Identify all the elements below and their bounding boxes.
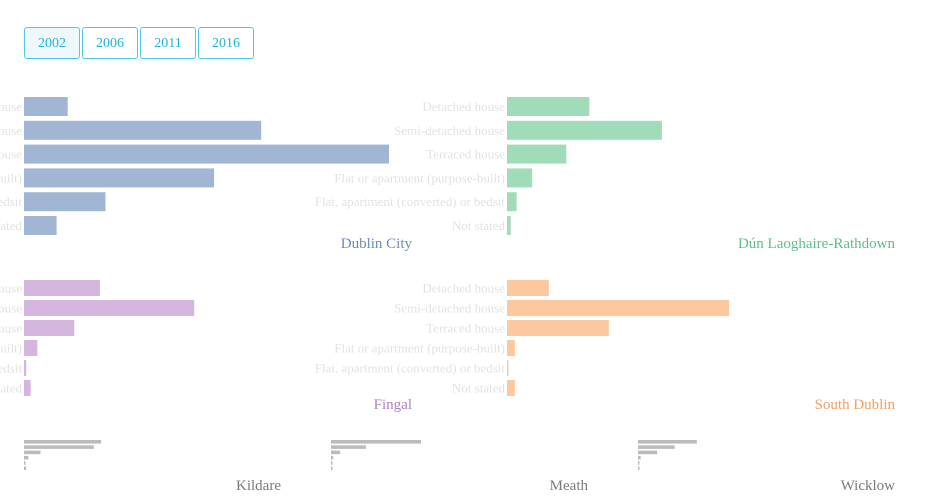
bar-meath-terraced-house: [331, 450, 341, 455]
panel-label-wicklow: Wicklow: [841, 478, 896, 494]
bar-dun-laoghaire-rathdown-flat-apartment-converted-or-bedsit: [507, 192, 517, 212]
category-label-south-dublin-not-stated: Not stated: [452, 381, 506, 396]
bar-wicklow-flat-or-apartment-purpose-built: [638, 455, 641, 460]
bar-south-dublin-not-stated: [507, 380, 515, 396]
bar-meath-semi-detached-house: [331, 445, 366, 449]
bar-south-dublin-detached-house: [507, 280, 549, 296]
category-label-fingal-flat-or-apartment-purpose-built: Flat or apartment (purpose-built): [0, 341, 22, 356]
bar-dublin-city-terraced-house: [24, 144, 389, 164]
category-label-dun-laoghaire-rathdown-flat-or-apartment-purpose-built: Flat or apartment (purpose-built): [334, 170, 505, 185]
bar-wicklow-flat-apartment-converted-or-bedsit: [638, 461, 640, 465]
year-button-2002[interactable]: 2002: [24, 27, 80, 59]
category-label-dublin-city-terraced-house: Terraced house: [0, 147, 22, 162]
bar-dublin-city-semi-detached-house: [24, 120, 262, 140]
panel-label-meath: Meath: [550, 478, 589, 494]
bar-meath-flat-apartment-converted-or-bedsit: [331, 461, 333, 465]
category-label-south-dublin-semi-detached-house: Semi-detached house: [394, 301, 505, 316]
bar-dun-laoghaire-rathdown-detached-house: [507, 97, 590, 116]
bar-fingal-detached-house: [24, 280, 100, 296]
category-label-fingal-semi-detached-house: Semi-detached house: [0, 301, 22, 316]
category-label-fingal-detached-house: Detached house: [0, 281, 22, 296]
bar-kildare-flat-or-apartment-purpose-built: [24, 455, 29, 460]
bar-dublin-city-not-stated: [24, 216, 57, 235]
year-button-2006[interactable]: 2006: [82, 27, 138, 59]
category-label-dun-laoghaire-rathdown-terraced-house: Terraced house: [426, 147, 505, 162]
bar-dun-laoghaire-rathdown-not-stated: [507, 216, 511, 235]
category-label-south-dublin-flat-or-apartment-purpose-built: Flat or apartment (purpose-built): [334, 341, 505, 356]
category-label-south-dublin-flat-apartment-converted-or-bedsit: Flat, apartment (converted) or bedsit: [315, 361, 506, 376]
bar-wicklow-detached-house: [638, 440, 697, 444]
bar-wicklow-not-stated: [638, 466, 640, 471]
bar-dun-laoghaire-rathdown-flat-or-apartment-purpose-built: [507, 168, 533, 188]
bar-fingal-semi-detached-house: [24, 300, 195, 316]
bar-kildare-flat-apartment-converted-or-bedsit: [24, 461, 26, 465]
bar-fingal-not-stated: [24, 380, 31, 396]
bar-kildare-semi-detached-house: [24, 445, 94, 449]
bar-kildare-not-stated: [24, 466, 27, 471]
bar-south-dublin-terraced-house: [507, 320, 609, 336]
bar-dublin-city-flat-apartment-converted-or-bedsit: [24, 192, 106, 212]
bar-south-dublin-flat-apartment-converted-or-bedsit: [507, 360, 509, 376]
panel-label-south-dublin: South Dublin: [815, 397, 896, 413]
bar-south-dublin-semi-detached-house: [507, 300, 729, 316]
panel-label-dun-laoghaire-rathdown: Dún Laoghaire-Rathdown: [738, 236, 896, 252]
panel-label-fingal: Fingal: [374, 397, 412, 413]
category-label-dublin-city-flat-apartment-converted-or-bedsit: Flat, apartment (converted) or bedsit: [0, 194, 22, 209]
category-label-dun-laoghaire-rathdown-not-stated: Not stated: [452, 218, 506, 233]
bar-dun-laoghaire-rathdown-semi-detached-house: [507, 120, 662, 140]
bar-wicklow-semi-detached-house: [638, 445, 675, 449]
year-button-2011[interactable]: 2011: [140, 27, 196, 59]
category-label-dublin-city-detached-house: Detached house: [0, 99, 22, 114]
bar-kildare-detached-house: [24, 440, 102, 444]
category-label-south-dublin-detached-house: Detached house: [422, 281, 505, 296]
bar-wicklow-terraced-house: [638, 450, 658, 455]
category-label-dublin-city-not-stated: Not stated: [0, 218, 22, 233]
bar-dublin-city-flat-or-apartment-purpose-built: [24, 168, 215, 188]
category-label-dublin-city-semi-detached-house: Semi-detached house: [0, 123, 22, 138]
category-label-south-dublin-terraced-house: Terraced house: [426, 321, 505, 336]
panel-label-dublin-city: Dublin City: [341, 236, 413, 252]
bar-dun-laoghaire-rathdown-terraced-house: [507, 144, 567, 164]
bar-meath-not-stated: [331, 466, 333, 471]
panel-label-kildare: Kildare: [236, 478, 281, 494]
bar-kildare-terraced-house: [24, 450, 41, 455]
bar-fingal-flat-apartment-converted-or-bedsit: [24, 360, 27, 376]
bar-fingal-terraced-house: [24, 320, 75, 336]
category-label-dun-laoghaire-rathdown-flat-apartment-converted-or-bedsit: Flat, apartment (converted) or bedsit: [315, 194, 506, 209]
category-label-fingal-not-stated: Not stated: [0, 381, 22, 396]
category-label-dun-laoghaire-rathdown-semi-detached-house: Semi-detached house: [394, 123, 505, 138]
category-label-dublin-city-flat-or-apartment-purpose-built: Flat or apartment (purpose-built): [0, 170, 22, 185]
bar-meath-flat-or-apartment-purpose-built: [331, 455, 334, 460]
bar-dublin-city-detached-house: [24, 97, 68, 116]
category-label-fingal-terraced-house: Terraced house: [0, 321, 22, 336]
category-label-dun-laoghaire-rathdown-detached-house: Detached house: [422, 99, 505, 114]
year-button-2016[interactable]: 2016: [198, 27, 254, 59]
category-label-fingal-flat-apartment-converted-or-bedsit: Flat, apartment (converted) or bedsit: [0, 361, 22, 376]
bar-south-dublin-flat-or-apartment-purpose-built: [507, 340, 515, 356]
bar-fingal-flat-or-apartment-purpose-built: [24, 340, 38, 356]
bar-meath-detached-house: [331, 440, 421, 444]
